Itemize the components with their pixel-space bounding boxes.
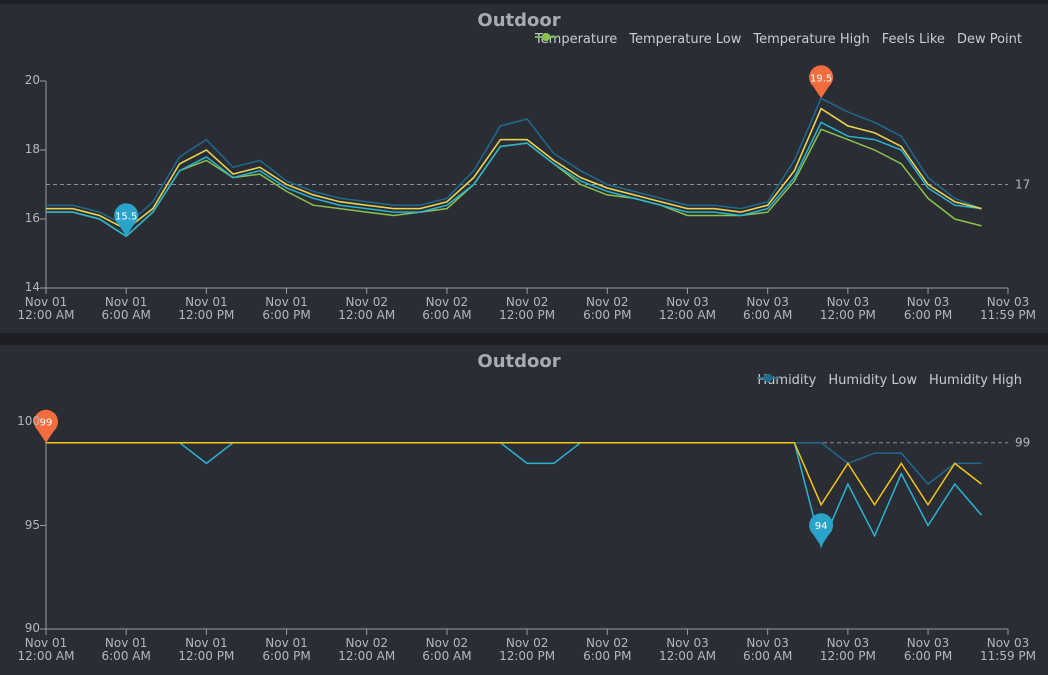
x-tick-label: Nov 03 12:00 AM [658,636,716,663]
x-tick-label: Nov 02 6:00 PM [583,636,632,663]
chart: 99 99 94 [34,409,1030,635]
legend-item: Feels Like [534,32,945,47]
y-tick-label: 18 [24,142,40,156]
legend: Temperature Temperature Low Temperature Hi… [534,32,1022,47]
x-tick-label: Nov 03 11:59 PM [980,636,1036,663]
x-tick-label: Nov 01 6:00 AM [101,295,151,322]
series-line [46,441,982,486]
y-tick-label: 16 [24,211,40,225]
x-tick-label: Nov 03 12:00 PM [819,636,876,663]
x-tick-label: Nov 03 6:00 AM [742,295,793,322]
legend-item: Dew Point [534,32,1022,47]
series-line [46,441,982,507]
series-line [46,97,982,227]
x-tick-label: Nov 01 6:00 PM [262,295,311,322]
legend-item: Humidity Low [757,373,918,388]
legend-label: Humidity Low [828,373,918,388]
x-tick-label: Nov 03 6:00 PM [903,295,953,322]
legend-label: Humidity High [929,373,1022,388]
y-tick-label: 20 [24,73,40,87]
pin [114,203,139,237]
x-tick-label: Nov 03 6:00 AM [742,636,793,663]
reference-label: 99 [1015,436,1030,450]
pin-label: 94 [815,521,828,532]
x-tick-label: Nov 01 12:00 PM [178,636,235,663]
series-line [46,107,982,231]
pin [34,409,58,443]
x-tick-label: Nov 02 6:00 PM [583,295,632,322]
x-tick-label: Nov 01 12:00 AM [17,636,75,663]
y-tick-label: 100 [17,414,40,428]
y-tick-label: 14 [24,280,40,294]
chart-title: Outdoor [477,351,561,372]
x-tick-label: Nov 01 6:00 PM [262,636,311,663]
pin-label: 19.5 [810,73,832,84]
pin [809,65,834,99]
legend-item: Temperature Low [534,32,742,47]
chart-panel: 99 99 94 Outdoor Humidity Humidity Low Humidit… [0,345,1048,675]
legend-marker [757,374,780,382]
pin-label: 15.5 [115,211,137,222]
x-tick-label: Nov 03 11:59 PM [980,295,1036,322]
legend-dot [541,33,550,41]
x-tick-label: Nov 02 12:00 PM [499,295,556,322]
x-tick-label: Nov 01 12:00 PM [178,295,235,322]
legend-marker [534,33,557,41]
x-tick-label: Nov 01 12:00 AM [17,295,75,322]
series-line [46,121,982,238]
x-tick-label: Nov 02 12:00 AM [338,636,396,663]
legend: Humidity Humidity Low Humidity High [757,373,1022,388]
x-tick-label: Nov 01 6:00 AM [101,636,151,663]
x-tick-label: Nov 02 12:00 AM [338,295,396,322]
x-tick-label: Nov 03 12:00 AM [658,295,716,322]
x-tick-label: Nov 03 6:00 PM [903,636,953,663]
pin [809,513,834,547]
pin-label: 99 [40,418,53,429]
x-tick-label: Nov 03 12:00 PM [819,295,876,322]
legend-item: Humidity High [757,373,1022,388]
legend-label: Temperature Low [629,32,742,47]
y-tick-label: 95 [24,517,40,532]
legend-item: Temperature High [534,32,870,47]
legend-label: Feels Like [881,32,945,47]
legend-label: Temperature High [753,32,870,47]
x-tick-label: Nov 02 6:00 AM [422,295,472,322]
series-line [46,107,982,231]
x-tick-label: Nov 02 6:00 AM [422,636,472,663]
reference-label: 17 [1015,178,1030,192]
y-tick-label: 90 [24,621,40,635]
chart-title: Outdoor [477,10,561,31]
x-tick-label: Nov 02 12:00 PM [499,636,556,663]
chart: 17 19.5 15.5 [40,65,1030,294]
legend-label: Dew Point [956,32,1022,47]
legend-dot [764,374,773,382]
chart-panel: 17 19.5 15.5 Outdoor Temperature Temperature … [0,4,1048,333]
legend-label: Temperature [534,32,618,47]
